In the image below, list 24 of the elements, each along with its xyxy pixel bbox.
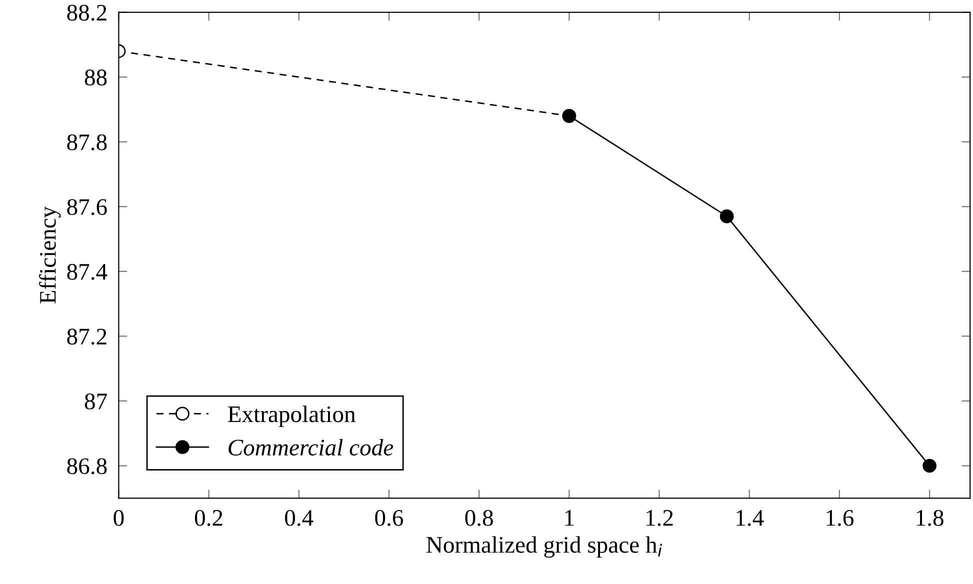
y-tick-label: 88 [84, 70, 107, 86]
x-tick-label: 1 [565, 510, 574, 526]
x-axis-title: Normalized grid space h$_{i}$ [426, 536, 662, 558]
x-tick-label: 1.8 [916, 510, 944, 526]
x-tick-label: 1.4 [736, 510, 764, 526]
y-tick-label: 86.8 [67, 458, 107, 474]
x-tick-label: 0.8 [465, 510, 493, 526]
legend-label: Extrapolation [228, 406, 356, 428]
y-tick-label: 87.2 [67, 328, 106, 345]
x-tick-label: 0.2 [194, 510, 222, 526]
y-tick-label: 87.6 [67, 199, 107, 216]
y-tick-label: 87.4 [67, 264, 108, 280]
y-axis-title: Efficiency [39, 206, 61, 304]
y-tick-label: 87.8 [67, 134, 107, 150]
y-tick-label: 87 [84, 393, 107, 410]
y-tick-label: 88.2 [67, 4, 106, 21]
point [922, 458, 936, 473]
x-tick-label: 0.4 [285, 510, 314, 526]
point [720, 209, 734, 224]
x-tick-label: 1.2 [646, 510, 673, 526]
x-tick-label: 0 [114, 510, 124, 526]
legend-label: Commercial code [228, 438, 394, 456]
x-tick-label: 0.6 [375, 510, 404, 526]
x-tick-label: 1.6 [826, 510, 854, 526]
